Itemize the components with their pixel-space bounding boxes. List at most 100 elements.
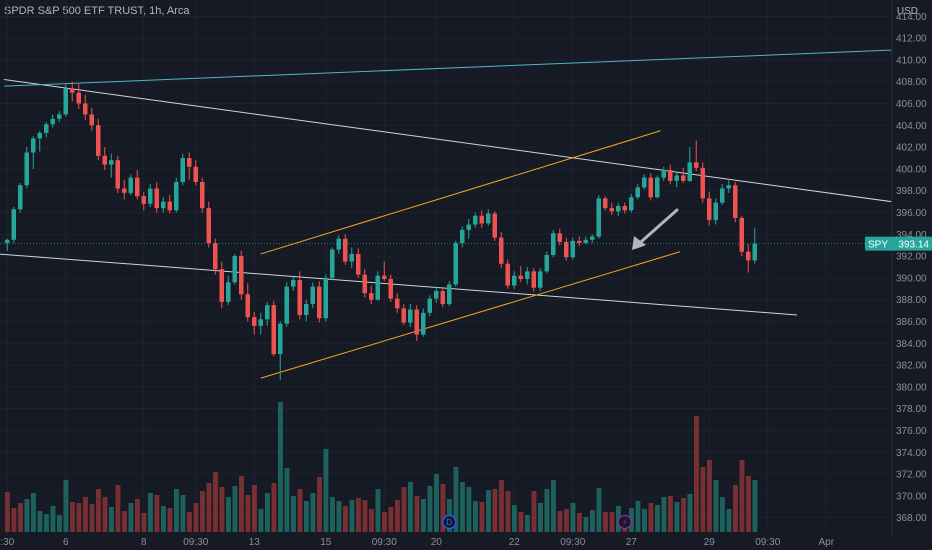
volume-bar bbox=[713, 480, 719, 532]
candle-body bbox=[323, 277, 328, 319]
volume-bar bbox=[297, 489, 303, 532]
volume-bar bbox=[349, 500, 355, 532]
price-tick-label: 388.00 bbox=[896, 295, 927, 306]
candle-body bbox=[414, 309, 419, 335]
candle-body bbox=[486, 213, 491, 224]
candle-body bbox=[258, 319, 263, 326]
volume-bar bbox=[492, 489, 498, 532]
volume-bar bbox=[551, 480, 556, 532]
candle-body bbox=[635, 187, 640, 198]
volume-bar bbox=[544, 489, 550, 532]
volume-bar bbox=[291, 496, 296, 532]
arrow-shaft bbox=[640, 208, 679, 243]
candle-body bbox=[674, 175, 679, 181]
candle-body bbox=[122, 188, 127, 193]
volume-bar bbox=[70, 502, 75, 532]
volume-bar bbox=[694, 416, 699, 532]
price-tick-label: 376.00 bbox=[896, 426, 927, 437]
volume-bar bbox=[128, 503, 134, 532]
candle-body bbox=[70, 88, 75, 93]
candle-body bbox=[193, 166, 198, 182]
candlesticks bbox=[5, 81, 757, 381]
volume-bar bbox=[323, 449, 329, 532]
arrow-annotation bbox=[632, 208, 679, 250]
arrow-head-icon bbox=[632, 236, 646, 250]
volume-bar bbox=[310, 493, 316, 532]
volume-bar bbox=[213, 472, 218, 532]
volume-bar bbox=[148, 493, 153, 532]
volume-bar bbox=[50, 506, 56, 532]
candle-body bbox=[655, 177, 660, 198]
volume-bar bbox=[570, 503, 576, 532]
candle-body bbox=[564, 241, 569, 258]
volume-bar bbox=[89, 504, 95, 532]
price-tick-label: 370.00 bbox=[896, 491, 927, 502]
volume-bar bbox=[226, 497, 231, 532]
candle-body bbox=[76, 92, 81, 104]
candle-body bbox=[421, 312, 426, 335]
candle-body bbox=[343, 238, 348, 262]
price-tick-label: 384.00 bbox=[896, 339, 927, 350]
candle-body bbox=[226, 282, 231, 302]
price-tag: SPY 393.14 bbox=[865, 236, 932, 251]
candle-body bbox=[109, 160, 114, 165]
chart-title: SPDR S&P 500 ETF TRUST, 1h, Arca bbox=[4, 5, 190, 17]
price-tag-value: 393.14 bbox=[898, 239, 929, 250]
volume-bar bbox=[414, 496, 420, 532]
candle-body bbox=[336, 238, 341, 250]
volume-bar bbox=[141, 513, 147, 532]
candle-body bbox=[135, 177, 140, 197]
candle-body bbox=[505, 263, 510, 286]
time-tick-label: 13 bbox=[249, 537, 261, 548]
volume-bar bbox=[18, 503, 23, 532]
currency-label: USD bbox=[896, 6, 918, 17]
candle-body bbox=[252, 317, 257, 326]
descending-trendline-lower bbox=[0, 253, 798, 316]
volume-bar bbox=[180, 495, 186, 532]
volume-bar bbox=[11, 508, 17, 532]
volume-bar bbox=[609, 512, 615, 532]
candle-body bbox=[551, 233, 556, 256]
time-tick-label: 27 bbox=[626, 537, 638, 548]
volume-bar bbox=[219, 487, 225, 532]
candle-body bbox=[375, 275, 380, 300]
volume-bar bbox=[395, 500, 400, 532]
candle-body bbox=[460, 229, 465, 244]
price-axis[interactable]: 368.00 370.00 372.00 374.00 376.00 378.00 380.… bbox=[896, 12, 927, 524]
candle-body bbox=[102, 155, 107, 165]
volume-bar bbox=[661, 497, 667, 532]
volume-bar bbox=[739, 460, 745, 532]
volume-bar bbox=[265, 493, 270, 532]
candle-body bbox=[174, 181, 179, 211]
time-tick-label: 15 bbox=[320, 537, 332, 548]
candle-body bbox=[440, 290, 445, 305]
candle-body bbox=[720, 188, 725, 203]
trendline-drawings bbox=[0, 49, 892, 379]
candle-body bbox=[310, 286, 315, 305]
volume-bar bbox=[206, 483, 212, 532]
candle-body bbox=[401, 308, 406, 323]
candle-body bbox=[18, 185, 23, 210]
candle-body bbox=[700, 167, 705, 199]
volume-bar bbox=[726, 509, 732, 532]
time-axis[interactable]: :30 6 8 09:30 13 15 09:30 20 22 09:30 27 29 09:30 Apr bbox=[0, 537, 834, 548]
volume-bar bbox=[271, 483, 277, 532]
price-tick-label: 394.00 bbox=[896, 230, 927, 241]
candle-body bbox=[115, 160, 120, 189]
candle-body bbox=[544, 255, 549, 272]
price-tick-label: 412.00 bbox=[896, 34, 927, 45]
candle-body bbox=[642, 177, 647, 188]
price-tick-label: 386.00 bbox=[896, 317, 927, 328]
candle-body bbox=[271, 305, 276, 355]
volume-bar bbox=[388, 507, 394, 532]
price-tick-label: 410.00 bbox=[896, 55, 927, 66]
volume-bar bbox=[590, 510, 595, 532]
time-tick-label: 20 bbox=[431, 537, 443, 548]
candle-body bbox=[603, 198, 608, 209]
volume-bar bbox=[174, 489, 179, 532]
volume-bar bbox=[278, 402, 283, 532]
volume-bar bbox=[343, 506, 348, 532]
time-tick-label: 29 bbox=[704, 537, 716, 548]
candle-body bbox=[661, 170, 666, 178]
